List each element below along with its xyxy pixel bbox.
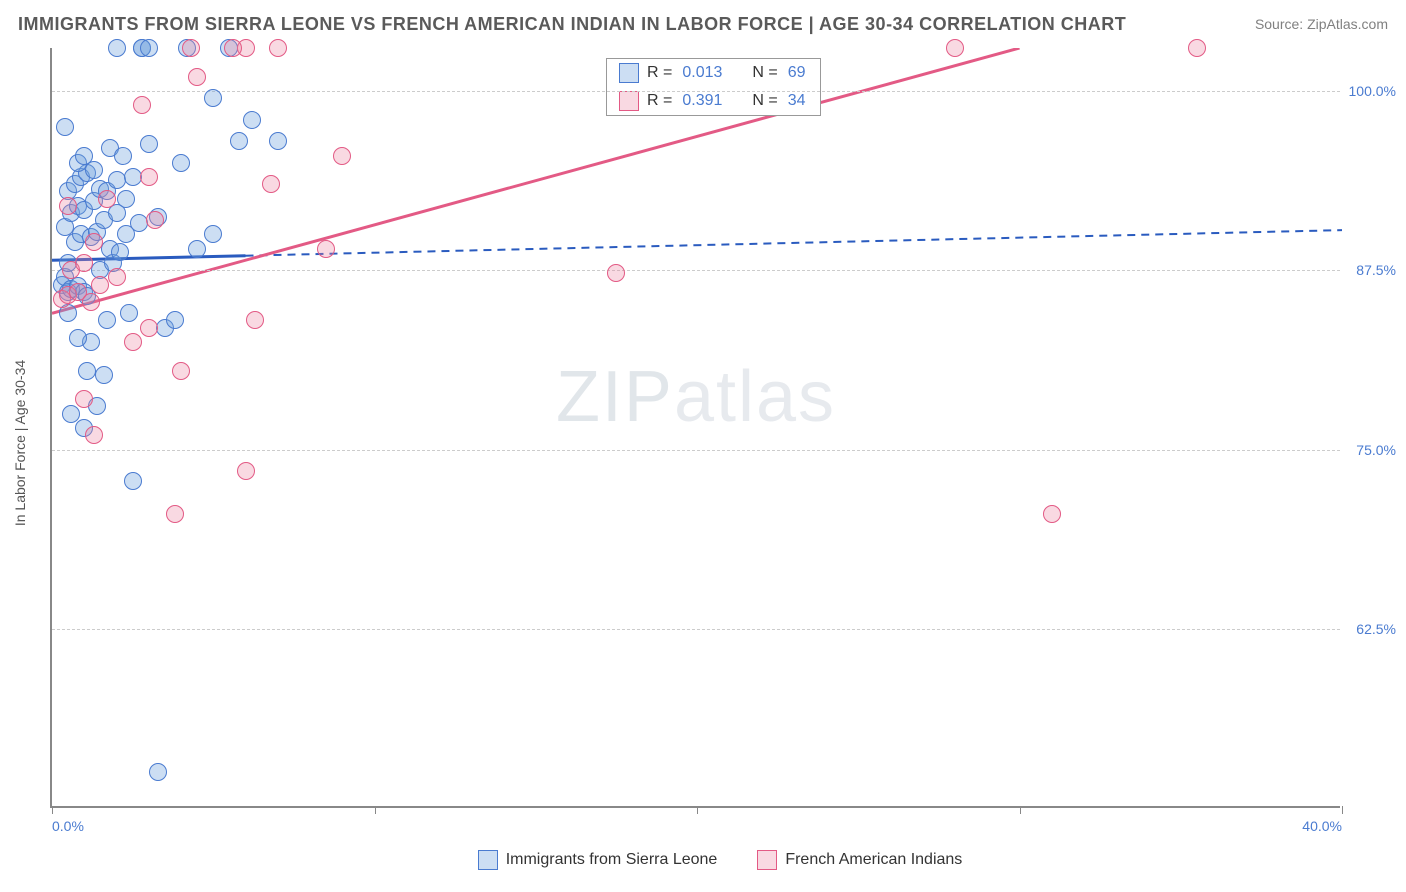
legend-item: Immigrants from Sierra Leone <box>478 850 718 870</box>
data-point <box>946 39 964 57</box>
data-point <box>69 329 87 347</box>
data-point <box>243 111 261 129</box>
y-axis-label: In Labor Force | Age 30-34 <box>12 360 28 526</box>
data-point <box>269 39 287 57</box>
xtick-label: 40.0% <box>1302 818 1342 834</box>
data-point <box>98 311 116 329</box>
xtick <box>52 806 53 814</box>
gridline <box>52 629 1340 630</box>
data-point <box>85 161 103 179</box>
ytick-label: 87.5% <box>1342 262 1396 278</box>
data-point <box>82 293 100 311</box>
r-label: R = <box>647 64 672 82</box>
data-point <box>78 362 96 380</box>
data-point <box>172 362 190 380</box>
r-label: R = <box>647 92 672 110</box>
data-point <box>140 319 158 337</box>
data-point <box>237 462 255 480</box>
ytick-label: 75.0% <box>1342 442 1396 458</box>
n-value: 69 <box>788 64 806 82</box>
gridline <box>52 450 1340 451</box>
data-point <box>262 175 280 193</box>
data-point <box>98 190 116 208</box>
trend-lines <box>52 48 1342 808</box>
data-point <box>59 197 77 215</box>
data-point <box>75 254 93 272</box>
data-point <box>146 211 164 229</box>
r-value: 0.013 <box>682 64 722 82</box>
data-point <box>108 171 126 189</box>
data-point <box>140 39 158 57</box>
data-point <box>230 132 248 150</box>
legend-swatch <box>757 850 777 870</box>
data-point <box>188 240 206 258</box>
n-label: N = <box>752 92 777 110</box>
data-point <box>172 154 190 172</box>
data-point <box>188 68 206 86</box>
xtick <box>375 806 376 814</box>
legend-label: French American Indians <box>785 851 962 869</box>
data-point <box>317 240 335 258</box>
data-point <box>182 39 200 57</box>
data-point <box>108 268 126 286</box>
data-point <box>333 147 351 165</box>
data-point <box>149 763 167 781</box>
legend-swatch <box>478 850 498 870</box>
data-point <box>120 304 138 322</box>
data-point <box>246 311 264 329</box>
plot-wrap: ZIPatlas R =0.013N =69R =0.391N =34 62.5… <box>50 48 1390 838</box>
data-point <box>140 135 158 153</box>
data-point <box>85 426 103 444</box>
n-label: N = <box>752 64 777 82</box>
data-point <box>1188 39 1206 57</box>
data-point <box>130 214 148 232</box>
data-point <box>75 390 93 408</box>
watermark-sub: atlas <box>674 357 836 437</box>
ytick-label: 62.5% <box>1342 621 1396 637</box>
xtick-label: 0.0% <box>52 818 84 834</box>
stat-legend-row: R = 0.013 N = 69 <box>607 59 820 87</box>
gridline <box>52 91 1340 92</box>
stat-legend: R = 0.013 N = 69 R = 0.391 N = 34 <box>606 58 821 116</box>
chart-title: IMMIGRANTS FROM SIERRA LEONE VS FRENCH A… <box>18 14 1126 35</box>
data-point <box>85 233 103 251</box>
data-point <box>166 311 184 329</box>
xtick <box>697 806 698 814</box>
plot-area: ZIPatlas R =0.013N =69R =0.391N =34 62.5… <box>50 48 1340 808</box>
data-point <box>108 39 126 57</box>
data-point <box>62 405 80 423</box>
data-point <box>133 96 151 114</box>
watermark-main: ZIP <box>556 357 674 437</box>
gridline <box>52 270 1340 271</box>
data-point <box>56 118 74 136</box>
ytick-label: 100.0% <box>1342 83 1396 99</box>
watermark: ZIPatlas <box>556 356 836 438</box>
data-point <box>111 243 129 261</box>
data-point <box>166 505 184 523</box>
source-label: Source: ZipAtlas.com <box>1255 16 1388 32</box>
legend-swatch <box>619 63 639 83</box>
r-value: 0.391 <box>682 92 722 110</box>
data-point <box>124 472 142 490</box>
data-point <box>140 168 158 186</box>
data-point <box>607 264 625 282</box>
legend-swatch <box>619 91 639 111</box>
data-point <box>204 89 222 107</box>
bottom-legend: Immigrants from Sierra Leone French Ameri… <box>50 850 1390 870</box>
data-point <box>1043 505 1061 523</box>
data-point <box>269 132 287 150</box>
data-point <box>124 333 142 351</box>
data-point <box>204 225 222 243</box>
legend-item: French American Indians <box>757 850 962 870</box>
n-value: 34 <box>788 92 806 110</box>
legend-label: Immigrants from Sierra Leone <box>506 851 718 869</box>
data-point <box>114 147 132 165</box>
xtick <box>1342 806 1343 814</box>
xtick <box>1020 806 1021 814</box>
data-point <box>95 366 113 384</box>
data-point <box>224 39 242 57</box>
